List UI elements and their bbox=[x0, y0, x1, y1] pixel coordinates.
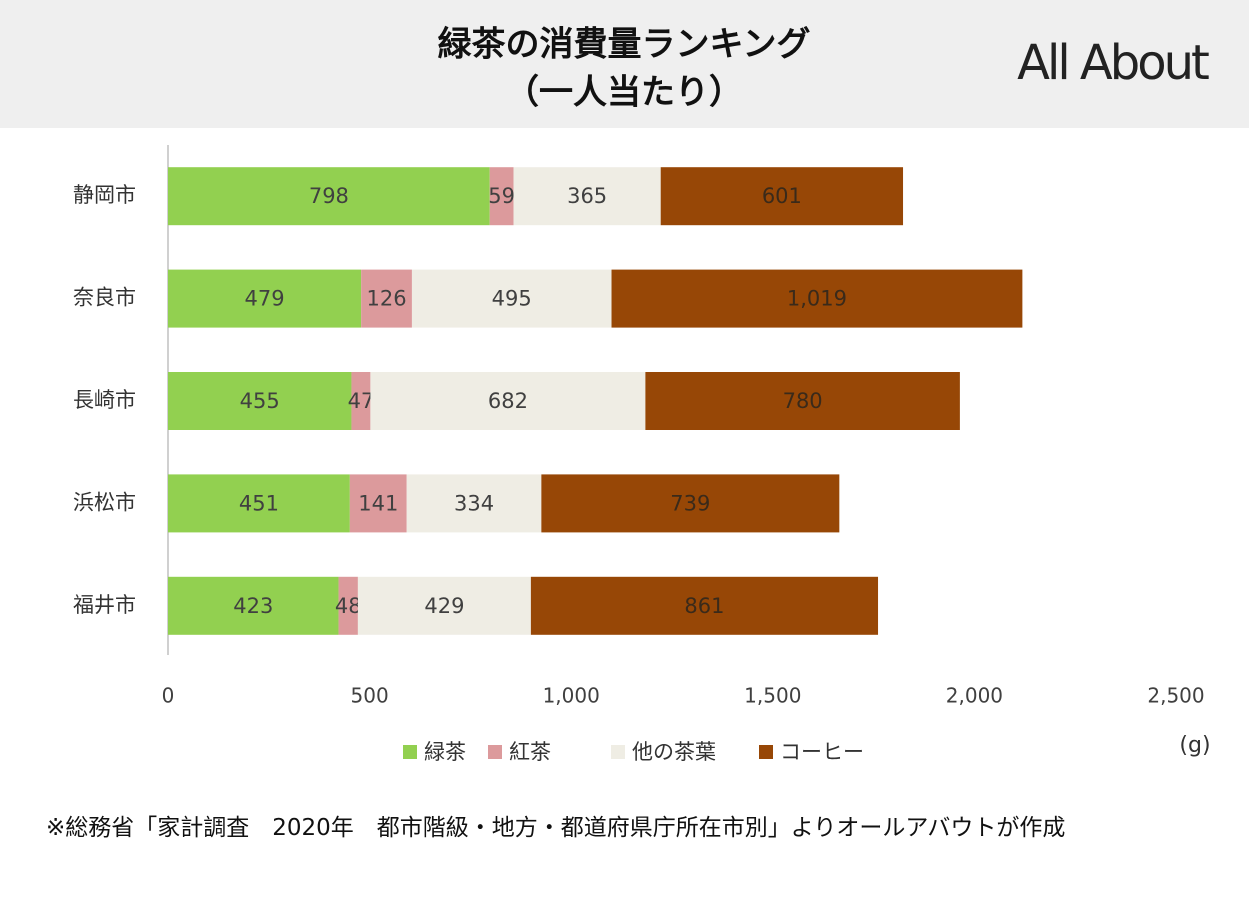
bar-segment bbox=[370, 372, 646, 430]
data-label: 334 bbox=[454, 491, 494, 515]
x-tick-label: 2,500 bbox=[1147, 684, 1204, 708]
data-label: 429 bbox=[424, 594, 464, 618]
bar-segment bbox=[541, 474, 840, 533]
y-tick-label: 浜松市 bbox=[73, 490, 136, 514]
x-tick-label: 0 bbox=[162, 684, 175, 708]
legend-swatch bbox=[611, 745, 625, 759]
legend-label: 緑茶 bbox=[424, 740, 466, 764]
data-label: 601 bbox=[762, 184, 802, 208]
legend-label: コーヒー bbox=[780, 740, 864, 764]
source-note: ※総務省「家計調査 2020年 都市階級・地方・都道府県庁所在市別」よりオールア… bbox=[46, 815, 1066, 841]
bar-segment bbox=[357, 576, 531, 635]
header-band bbox=[0, 0, 1249, 128]
chart-title: 緑茶の消費量ランキング bbox=[438, 25, 811, 65]
bar-segment bbox=[406, 474, 542, 533]
chart-subtitle: （一人当たり） bbox=[505, 73, 743, 113]
y-tick-label: 奈良市 bbox=[73, 286, 136, 310]
bar-segment bbox=[489, 167, 514, 226]
bar-segment bbox=[338, 576, 358, 635]
bar-segment bbox=[513, 167, 661, 226]
bar-segment bbox=[168, 474, 350, 533]
bar-segment bbox=[168, 269, 362, 328]
bar-segment bbox=[168, 167, 490, 226]
bar-segment bbox=[530, 576, 879, 635]
x-tick-label: 1,500 bbox=[744, 684, 801, 708]
legend-label: 紅茶 bbox=[509, 740, 551, 764]
data-label: 423 bbox=[233, 594, 273, 618]
data-label: 479 bbox=[245, 287, 285, 311]
data-label: 365 bbox=[567, 184, 607, 208]
legend-swatch bbox=[759, 745, 773, 759]
bar-segment bbox=[351, 372, 371, 430]
y-tick-label: 長崎市 bbox=[73, 388, 136, 412]
chart: 緑茶の消費量ランキング （一人当たり） All About (g) 0 500 1,… bbox=[0, 0, 1249, 764]
bar-segment bbox=[411, 269, 612, 328]
logo: All About bbox=[1017, 35, 1209, 91]
bar-segment bbox=[168, 372, 352, 430]
data-label: 126 bbox=[366, 287, 406, 311]
bar-segment bbox=[349, 474, 407, 533]
x-tick-label: 500 bbox=[351, 684, 389, 708]
unit-label: (g) bbox=[1179, 733, 1210, 758]
legend-swatch bbox=[403, 745, 417, 759]
data-label: 780 bbox=[783, 389, 823, 413]
legend-label: 他の茶葉 bbox=[632, 740, 716, 764]
y-tick-label: 静岡市 bbox=[73, 183, 136, 207]
data-label: 682 bbox=[488, 389, 528, 413]
data-label: 1,019 bbox=[787, 287, 847, 311]
data-label: 141 bbox=[358, 491, 398, 515]
legend-swatch bbox=[488, 745, 502, 759]
data-label: 59 bbox=[488, 184, 515, 208]
y-tick-label: 福井市 bbox=[73, 593, 136, 617]
data-label: 798 bbox=[309, 184, 349, 208]
data-label: 495 bbox=[492, 287, 532, 311]
bar-segment bbox=[168, 576, 339, 635]
x-tick-label: 1,000 bbox=[543, 684, 600, 708]
data-label: 451 bbox=[239, 491, 279, 515]
data-label: 455 bbox=[240, 389, 280, 413]
data-label: 47 bbox=[348, 389, 375, 413]
data-label: 861 bbox=[684, 594, 724, 618]
bar-segment bbox=[660, 167, 904, 226]
data-label: 739 bbox=[670, 491, 710, 515]
x-tick-label: 2,000 bbox=[946, 684, 1003, 708]
bar-segment bbox=[611, 269, 1023, 328]
bar-segment bbox=[361, 269, 412, 328]
data-label: 48 bbox=[335, 594, 362, 618]
bar-segment bbox=[645, 372, 960, 430]
